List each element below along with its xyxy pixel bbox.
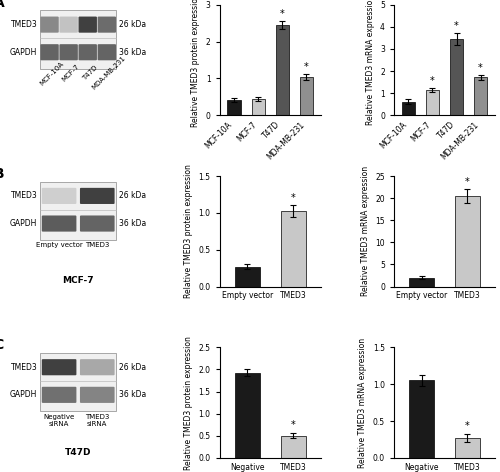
Bar [280,211,306,287]
Text: 26 kDa: 26 kDa [119,362,146,372]
FancyBboxPatch shape [80,188,114,204]
Bar [228,100,240,115]
Text: TMED3: TMED3 [10,362,38,372]
Text: 26 kDa: 26 kDa [119,20,146,29]
FancyBboxPatch shape [80,387,114,403]
Text: *: * [454,21,459,31]
Text: TMED3: TMED3 [10,192,38,201]
FancyBboxPatch shape [60,44,78,60]
FancyBboxPatch shape [80,216,114,232]
Text: *: * [291,193,296,202]
Bar [234,373,260,458]
FancyBboxPatch shape [40,17,58,33]
Bar [455,196,480,287]
FancyBboxPatch shape [78,44,97,60]
FancyBboxPatch shape [98,17,116,33]
Bar [409,380,434,458]
FancyBboxPatch shape [42,188,76,204]
Text: TMED3
siRNA: TMED3 siRNA [85,413,110,427]
Bar [402,101,415,115]
Bar [450,39,463,115]
Text: T47D: T47D [65,448,92,457]
Text: *: * [280,9,284,19]
Y-axis label: Relative TMED3 protein expression: Relative TMED3 protein expression [184,336,193,470]
Bar [252,99,265,115]
Bar [455,438,480,458]
FancyBboxPatch shape [80,359,114,375]
Bar [300,76,313,115]
Text: 36 kDa: 36 kDa [119,390,146,399]
Bar [474,77,487,115]
Text: Empty vector: Empty vector [36,242,82,248]
Text: MCF-10A: MCF-10A [38,60,64,86]
Text: *: * [478,63,483,73]
Text: *: * [465,177,470,187]
FancyBboxPatch shape [42,387,76,403]
Y-axis label: Relative TMED3 protein expression: Relative TMED3 protein expression [184,164,193,298]
Text: MCF-7: MCF-7 [61,63,80,83]
Y-axis label: Relative TMED3 mRNA expression: Relative TMED3 mRNA expression [361,166,370,296]
Bar [40,182,117,240]
Bar [426,90,439,115]
Bar [234,267,260,287]
Bar [40,353,117,412]
FancyBboxPatch shape [98,44,116,60]
FancyBboxPatch shape [60,17,78,33]
Text: GAPDH: GAPDH [10,390,38,399]
Text: *: * [304,62,308,72]
Text: C: C [0,338,4,353]
Text: Negative
siRNA: Negative siRNA [44,413,74,427]
Text: 26 kDa: 26 kDa [119,192,146,201]
Bar [280,436,306,458]
Text: *: * [465,421,470,430]
Text: *: * [430,76,435,86]
FancyBboxPatch shape [42,216,76,232]
Y-axis label: Relative TMED3 mRNA expression: Relative TMED3 mRNA expression [358,337,368,468]
FancyBboxPatch shape [78,17,97,33]
Text: TMED3: TMED3 [85,242,110,248]
Y-axis label: Relative TMED3 protein expression: Relative TMED3 protein expression [191,0,200,127]
Text: 36 kDa: 36 kDa [119,48,146,57]
Text: GAPDH: GAPDH [10,48,38,57]
Text: T47D: T47D [81,65,98,82]
Bar [276,25,289,115]
Bar [409,278,434,287]
Bar [40,10,117,69]
Text: TMED3: TMED3 [10,20,38,29]
Text: GAPDH: GAPDH [10,219,38,228]
Text: MCF-7: MCF-7 [62,277,94,286]
Text: *: * [291,421,296,430]
FancyBboxPatch shape [40,44,58,60]
Text: MDA-MB-231: MDA-MB-231 [91,55,127,91]
Text: 36 kDa: 36 kDa [119,219,146,228]
Text: A: A [0,0,4,10]
Text: B: B [0,167,4,181]
Y-axis label: Relative TMED3 mRNA expression: Relative TMED3 mRNA expression [366,0,374,125]
FancyBboxPatch shape [42,359,76,375]
